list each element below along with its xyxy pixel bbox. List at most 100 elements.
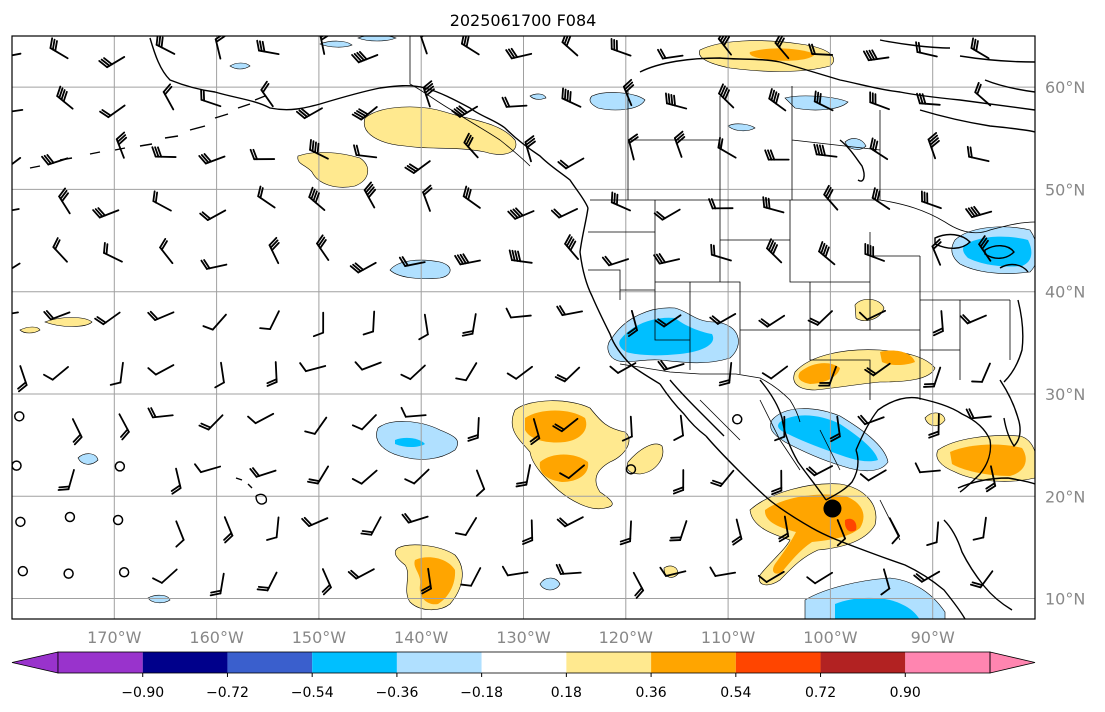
latitude-labels: 60°N 50°N 40°N 30°N 20°N 10°N bbox=[1045, 78, 1085, 608]
shade-gulf-mexico-core bbox=[778, 415, 878, 462]
location-marker bbox=[823, 499, 842, 518]
wind-barb bbox=[888, 517, 900, 545]
wind-barb bbox=[266, 516, 280, 541]
wind-barb bbox=[622, 78, 635, 107]
wind-barb bbox=[627, 133, 639, 161]
border-us-states bbox=[588, 200, 1011, 400]
wind-barb bbox=[349, 261, 377, 274]
coastline-alaska bbox=[149, 37, 589, 209]
wind-barb bbox=[965, 408, 992, 420]
wind-barb bbox=[259, 310, 280, 331]
wind-barb bbox=[757, 570, 785, 583]
wind-barb bbox=[762, 196, 785, 214]
wind-barb bbox=[871, 187, 891, 210]
lat-label: 10°N bbox=[1045, 590, 1085, 609]
map-title: 2025061700 F084 bbox=[450, 11, 597, 30]
shade-pacific-north bbox=[297, 152, 368, 188]
wind-barb bbox=[659, 566, 687, 577]
wind-barb bbox=[718, 361, 733, 387]
wind-barb bbox=[92, 207, 120, 219]
wind-barb bbox=[717, 136, 737, 159]
wind-barb bbox=[619, 520, 632, 546]
wind-barb bbox=[351, 469, 378, 485]
wind-barb bbox=[304, 416, 328, 435]
wind-barb bbox=[609, 362, 637, 374]
wind-barb bbox=[422, 184, 433, 212]
wind-barb bbox=[971, 362, 991, 383]
wind-barb bbox=[71, 418, 83, 446]
wind-barb bbox=[718, 83, 735, 109]
wind-barb bbox=[257, 185, 276, 209]
wind-barb bbox=[301, 516, 329, 527]
wind-barb bbox=[506, 365, 534, 380]
calm-wind-circle bbox=[14, 411, 25, 422]
colorbar-segment bbox=[142, 652, 228, 673]
wind-barb bbox=[501, 565, 529, 577]
lon-label: 110°W bbox=[701, 628, 756, 647]
calm-wind-circle bbox=[15, 516, 26, 528]
lon-label: 170°W bbox=[87, 628, 142, 647]
wind-barb bbox=[915, 41, 938, 58]
wind-barb bbox=[12, 262, 21, 270]
wind-barb bbox=[41, 154, 69, 166]
wind-barb bbox=[508, 249, 533, 264]
lon-label: 150°W bbox=[292, 628, 347, 647]
lat-label: 30°N bbox=[1045, 385, 1085, 404]
wind-barb bbox=[12, 311, 19, 315]
coastline-central-america bbox=[943, 519, 1013, 611]
wind-barb bbox=[601, 255, 629, 267]
wind-barb bbox=[966, 145, 990, 163]
shade-bc-small bbox=[529, 93, 547, 100]
colorbar-segment bbox=[396, 652, 482, 673]
wind-barb bbox=[818, 241, 836, 266]
wind-barb bbox=[970, 37, 990, 60]
wind-barb bbox=[56, 85, 74, 110]
wind-barb bbox=[321, 568, 332, 596]
colorbar bbox=[11, 651, 1036, 674]
calm-wind-circle bbox=[17, 565, 29, 577]
wind-barb bbox=[209, 572, 225, 597]
wind-barb bbox=[420, 567, 432, 595]
wind-barb bbox=[467, 416, 480, 442]
colorbar-extend-low bbox=[11, 651, 59, 674]
border-us-canada bbox=[590, 199, 1035, 234]
wind-barb bbox=[223, 516, 234, 544]
colorbar-tick-label: −0.54 bbox=[291, 685, 334, 701]
wind-barb bbox=[522, 519, 534, 545]
shade-gulf-small bbox=[924, 412, 946, 427]
wind-barb bbox=[708, 198, 734, 210]
wind-barb bbox=[43, 310, 71, 321]
wind-barb bbox=[363, 181, 377, 209]
colorbar-tick-label: −0.36 bbox=[375, 685, 418, 701]
wind-barb bbox=[475, 469, 486, 497]
wind-barb bbox=[299, 362, 327, 373]
wind-barb bbox=[256, 571, 278, 592]
wind-barb bbox=[555, 563, 582, 575]
lat-label: 60°N bbox=[1045, 78, 1085, 97]
colorbar-segment bbox=[820, 652, 906, 673]
wind-barb bbox=[869, 137, 889, 161]
wind-barb bbox=[351, 106, 378, 121]
coastline-mexico-pacific bbox=[705, 435, 966, 619]
wind-barb bbox=[627, 309, 638, 337]
colorbar-segment bbox=[651, 652, 736, 673]
calm-wind-circle bbox=[64, 511, 76, 523]
calm-wind-circle bbox=[625, 464, 637, 475]
colorbar-segment bbox=[735, 652, 821, 673]
wind-barb bbox=[557, 157, 585, 170]
wind-barb bbox=[731, 518, 743, 546]
wind-barb bbox=[170, 467, 182, 495]
wind-barb bbox=[249, 467, 277, 478]
wind-barb bbox=[398, 256, 426, 267]
wind-barb bbox=[505, 47, 533, 60]
wind-barb bbox=[194, 463, 222, 474]
shade-central-america-pacific-core bbox=[835, 597, 920, 619]
coastline-hawaii bbox=[235, 477, 268, 505]
wind-barb bbox=[965, 205, 993, 219]
wind-barb bbox=[554, 366, 581, 383]
wind-barb bbox=[147, 364, 175, 376]
wind-barb bbox=[43, 365, 69, 381]
wind-barb bbox=[214, 361, 225, 389]
wind-barb bbox=[353, 144, 378, 159]
wind-barb bbox=[98, 56, 126, 69]
